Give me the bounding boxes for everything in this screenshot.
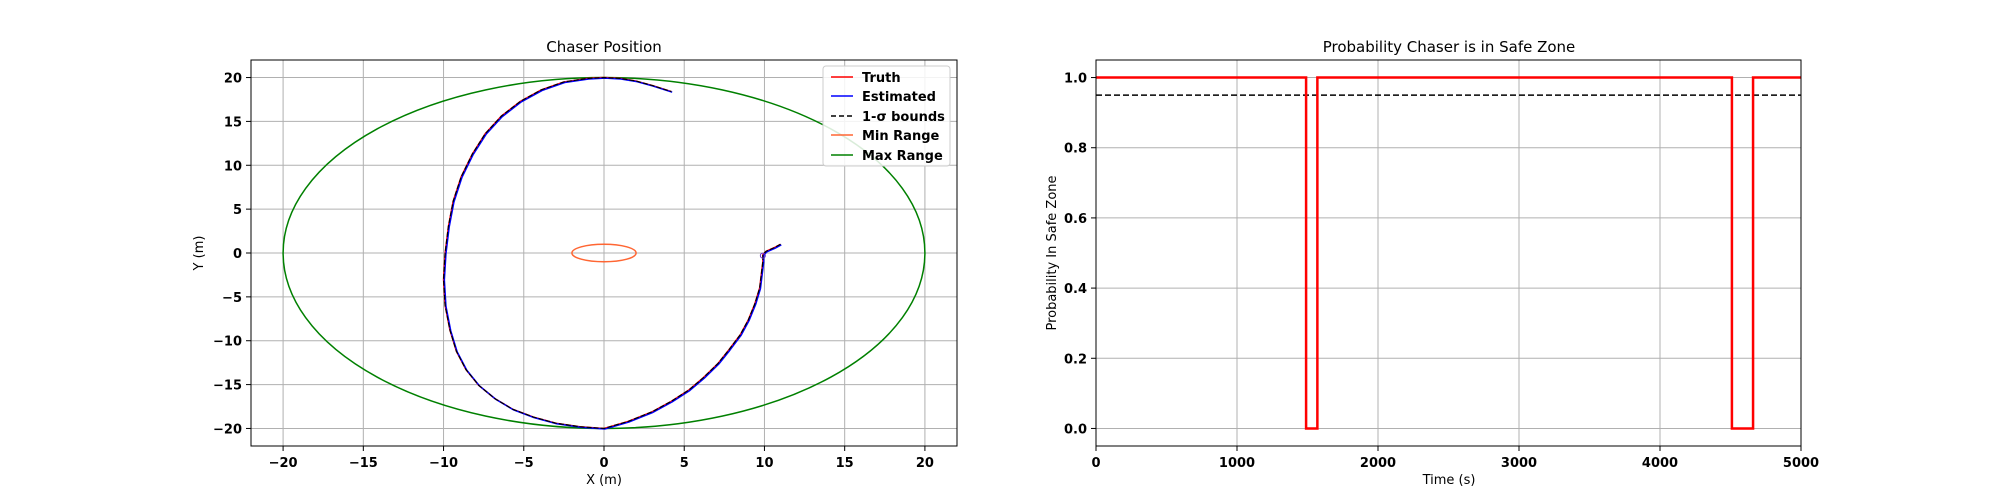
chaser-position-chart: −20 −15 −10 −5 0 5 10 15 20 −20 −15 −10 −5 0 5 10 15 20 C… — [192, 38, 958, 488]
left-x-tick-label: 15 — [836, 456, 854, 471]
right-x-tick-label: 5000 — [1783, 456, 1819, 471]
legend-label-estimated: Estimated — [862, 90, 936, 105]
legend: Truth Estimated 1-σ bounds Min Range Max… — [822, 65, 951, 167]
safe-zone-probability-chart: 0 1000 2000 3000 4000 50000.00.20.40.60.81.0 … — [1045, 38, 1819, 488]
left-x-axis-label: X (m) — [586, 473, 622, 488]
legend-label-max-range: Max Range — [862, 149, 943, 164]
left-y-tick-label: −15 — [213, 379, 242, 394]
left-plot-content — [282, 76, 926, 430]
min-range-ellipse — [571, 243, 637, 263]
left-x-tick-label: −20 — [269, 456, 298, 471]
left-x-tick-label: 0 — [599, 456, 608, 471]
left-y-tick-label: 0 — [233, 247, 242, 262]
left-y-tick-label: 10 — [224, 159, 242, 174]
right-plot-frame — [1095, 59, 1802, 447]
covariance-marker — [759, 252, 766, 259]
left-chart-title: Chaser Position — [546, 38, 662, 56]
right-x-axis-label: Time (s) — [1422, 473, 1476, 488]
right-grid — [1095, 60, 1802, 446]
right-chart-title: Probability Chaser is in Safe Zone — [1323, 38, 1576, 56]
right-x-tick-label: 0 — [1091, 456, 1100, 471]
left-y-tick-label: −20 — [213, 422, 242, 437]
legend-box — [822, 65, 951, 167]
left-x-tick-label: −5 — [514, 456, 534, 471]
right-x-tick-label: 3000 — [1501, 456, 1537, 471]
right-x-tick-label: 4000 — [1642, 456, 1678, 471]
right-y-axis-label: Probability In Safe Zone — [1045, 175, 1060, 330]
left-y-tick-label: 15 — [224, 115, 242, 130]
right-y-tick-label: 1.0 — [1064, 72, 1087, 87]
left-x-tick-label: 10 — [755, 456, 773, 471]
left-ticks: −20 −15 −10 −5 0 5 10 15 20 −20 −15 −10 −5 0 5 10 15 20 — [213, 72, 934, 471]
right-x-tick-label: 2000 — [1360, 456, 1396, 471]
left-y-tick-label: −5 — [222, 291, 242, 306]
left-x-tick-label: 5 — [680, 456, 689, 471]
legend-label-min-range: Min Range — [862, 129, 940, 144]
legend-label-bounds: 1-σ bounds — [862, 110, 945, 125]
left-y-tick-label: 20 — [224, 72, 242, 87]
right-plot-content — [1096, 76, 1801, 430]
sigma-bounds-trajectory — [442, 76, 781, 430]
right-ticks: 0 1000 2000 3000 4000 5000 0.0 0.2 0.4 0.6 0.8 1.0 — [1064, 72, 1819, 471]
left-x-tick-label: 20 — [916, 456, 934, 471]
right-x-tick-label: 1000 — [1219, 456, 1255, 471]
probability-line — [1096, 76, 1801, 430]
right-y-tick-label: 0.6 — [1064, 212, 1087, 227]
right-y-tick-label: 0.2 — [1064, 352, 1087, 367]
right-y-tick-label: 0.0 — [1064, 422, 1087, 437]
left-x-tick-label: −15 — [349, 456, 378, 471]
left-y-axis-label: Y (m) — [192, 236, 207, 272]
left-x-tick-label: −10 — [429, 456, 458, 471]
left-y-tick-label: 5 — [233, 203, 242, 218]
right-y-tick-label: 0.4 — [1064, 282, 1087, 297]
left-y-tick-label: −10 — [213, 335, 242, 350]
right-y-tick-label: 0.8 — [1064, 142, 1087, 157]
legend-label-truth: Truth — [862, 71, 901, 86]
